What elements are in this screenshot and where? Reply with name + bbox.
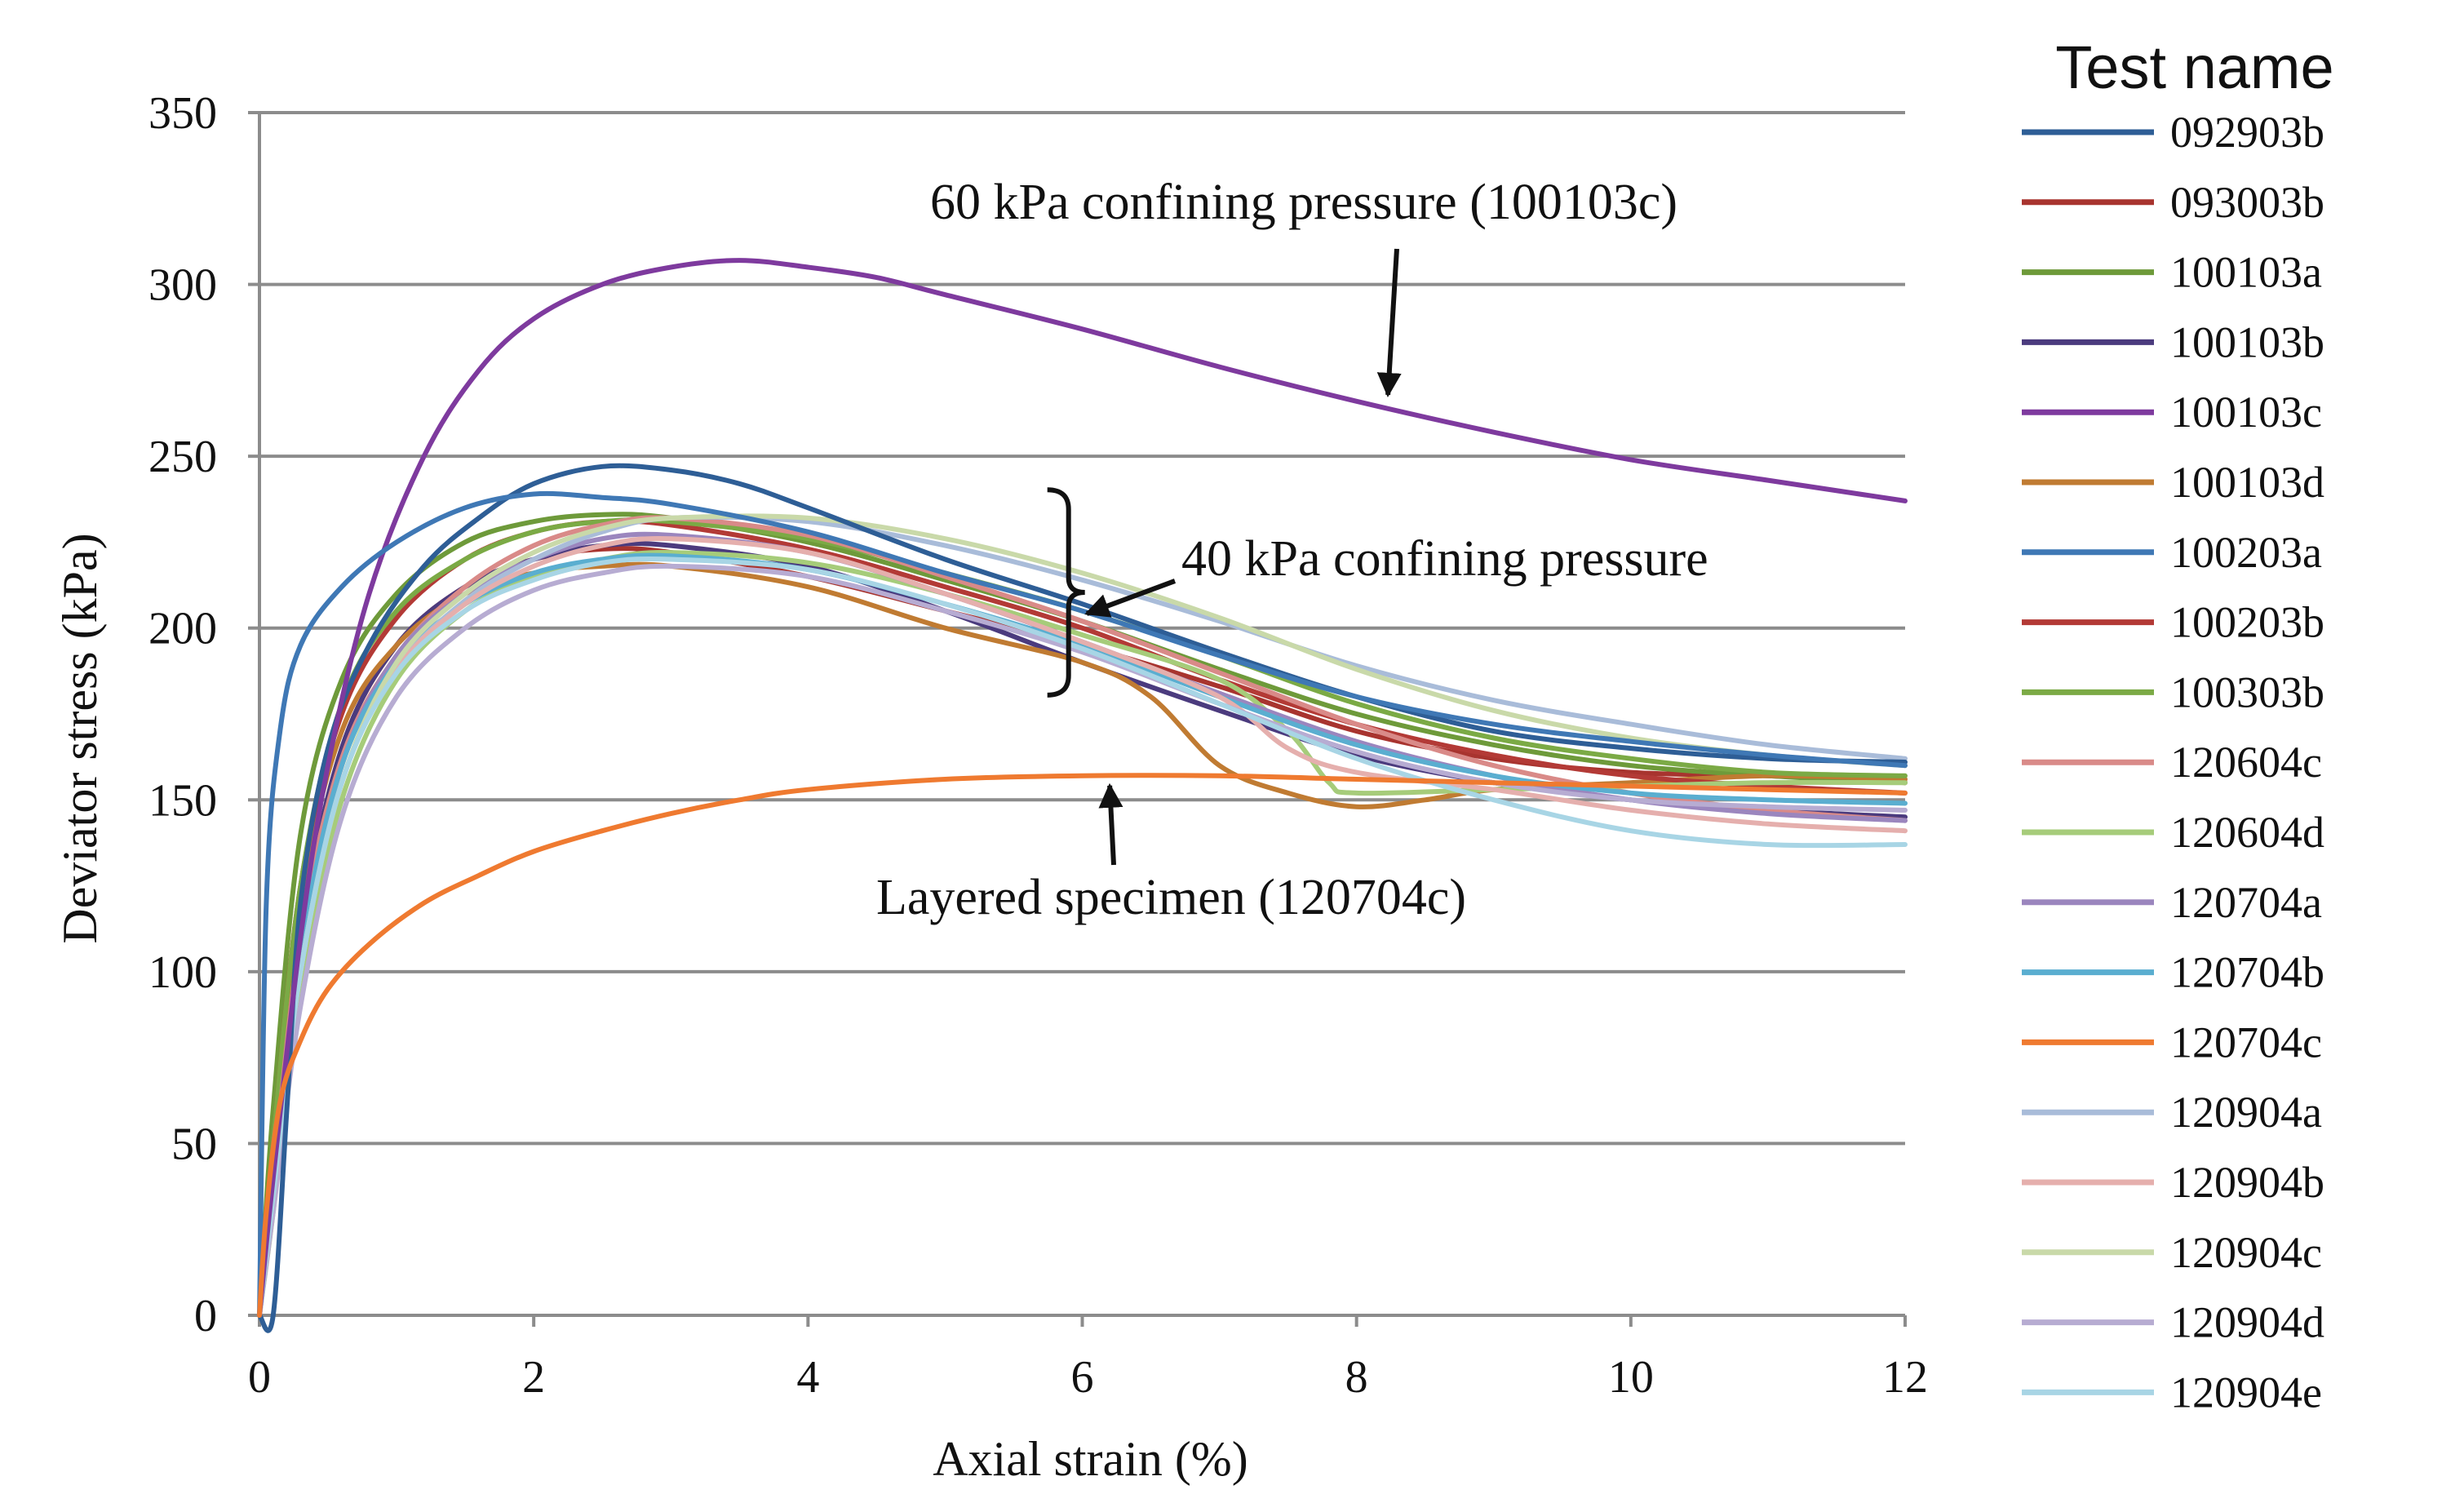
- series-line-120904b: [257, 535, 1908, 1318]
- annotation-layered-arrow: [1098, 783, 1123, 866]
- y-tick-label: 100: [148, 947, 217, 998]
- legend-label: 100103d: [2170, 458, 2324, 507]
- y-tick-label: 300: [148, 260, 217, 311]
- legend-entry-120904b: 120904b: [2022, 1158, 2324, 1207]
- legend-label: 092903b: [2170, 108, 2324, 157]
- x-tick-label: 2: [522, 1352, 545, 1403]
- legend-label: 100103b: [2170, 317, 2324, 366]
- annotation-40kpa: 40 kPa confining pressure: [1181, 531, 1708, 587]
- y-tick-label: 150: [148, 775, 217, 826]
- series-line-120904d: [257, 563, 1908, 1318]
- annotation-60kpa-arrow: [1376, 248, 1402, 397]
- y-tick-label: 0: [194, 1291, 217, 1341]
- legend-entry-100203b: 100203b: [2022, 598, 2324, 647]
- legend-label: 120904d: [2170, 1298, 2324, 1347]
- legend-label: 120904e: [2170, 1368, 2322, 1417]
- legend-entry-092903b: 092903b: [2022, 108, 2324, 157]
- legend-label: 100203a: [2170, 528, 2322, 577]
- legend-entry-120904e: 120904e: [2022, 1368, 2322, 1417]
- legend-entry-120704b: 120704b: [2022, 948, 2324, 997]
- series-line-100103c: [257, 258, 1908, 1318]
- series-line-092903b: [257, 463, 1908, 1333]
- legend-label: 100103c: [2170, 388, 2322, 437]
- series-line-100103b: [257, 540, 1908, 1318]
- series-line-120704b: [257, 552, 1908, 1318]
- y-tick-label: 250: [148, 432, 217, 482]
- series-line-120604c: [257, 515, 1908, 1318]
- y-axis-title: Deviator stress (kPa): [53, 533, 107, 943]
- legend-entry-100103b: 100103b: [2022, 317, 2324, 366]
- legend-entry-100103d: 100103d: [2022, 458, 2324, 507]
- legend-entry-100103c: 100103c: [2022, 388, 2322, 437]
- legend-label: 093003b: [2170, 178, 2324, 227]
- legend: Test name 092903b 093003b 100103a 100103b 100…: [2022, 33, 2334, 1417]
- series-line-120904e: [257, 556, 1908, 1318]
- legend-entry-120904c: 120904c: [2022, 1228, 2322, 1277]
- series-line-100203a: [257, 490, 1908, 1318]
- annotations: 60 kPa confining pressure (100103c) 40 kP…: [876, 175, 1708, 925]
- x-tick-label: 8: [1345, 1352, 1368, 1403]
- legend-label: 120704a: [2170, 878, 2322, 927]
- legend-entry-120704a: 120704a: [2022, 878, 2322, 927]
- legend-entry-120604c: 120604c: [2022, 738, 2322, 787]
- annotation-40kpa-arrow: [1084, 579, 1177, 618]
- legend-label: 120904b: [2170, 1158, 2324, 1207]
- x-tick-label: 10: [1608, 1352, 1654, 1403]
- legend-label: 100103a: [2170, 248, 2322, 297]
- legend-entry-100303b: 100303b: [2022, 667, 2324, 716]
- legend-label: 100303b: [2170, 667, 2324, 716]
- legend-label: 120904c: [2170, 1228, 2322, 1277]
- legend-label: 100203b: [2170, 598, 2324, 647]
- annotation-40kpa-bracket: [1047, 487, 1085, 698]
- legend-entry-100103a: 100103a: [2022, 248, 2322, 297]
- x-tick-label: 12: [1882, 1352, 1928, 1403]
- legend-entry-120904d: 120904d: [2022, 1298, 2324, 1347]
- legend-label: 120604d: [2170, 808, 2324, 857]
- legend-title: Test name: [2055, 33, 2333, 101]
- x-tick-label: 4: [796, 1352, 819, 1403]
- series-lines: [257, 258, 1908, 1333]
- x-tick-label: 6: [1071, 1352, 1094, 1403]
- series-line-120704c: [257, 773, 1908, 1318]
- axes: 0 50 100 150 200 250 300 350 0 2 4 6 8 10 12 Axial stra…: [53, 88, 1928, 1486]
- legend-label: 120604c: [2170, 738, 2322, 787]
- x-axis-title: Axial strain (%): [933, 1432, 1248, 1486]
- annotation-layered: Layered specimen (120704c): [876, 870, 1466, 925]
- y-tick-label: 200: [148, 604, 217, 654]
- legend-entry-120904a: 120904a: [2022, 1088, 2322, 1137]
- y-tick-label: 350: [148, 88, 217, 139]
- legend-entry-120604d: 120604d: [2022, 808, 2324, 857]
- grid-lines: [259, 111, 1905, 1317]
- legend-entry-093003b: 093003b: [2022, 178, 2324, 227]
- legend-label: 120704c: [2170, 1018, 2322, 1066]
- y-tick-label: 50: [171, 1119, 217, 1169]
- series-line-120604d: [257, 550, 1908, 1318]
- legend-entry-120704c: 120704c: [2022, 1018, 2322, 1066]
- legend-label: 120704b: [2170, 948, 2324, 997]
- x-tick-label: 0: [248, 1352, 271, 1403]
- annotation-60kpa: 60 kPa confining pressure (100103c): [930, 175, 1677, 230]
- series-line-100103d: [257, 561, 1908, 1318]
- legend-entry-100203a: 100203a: [2022, 528, 2322, 577]
- legend-label: 120904a: [2170, 1088, 2322, 1137]
